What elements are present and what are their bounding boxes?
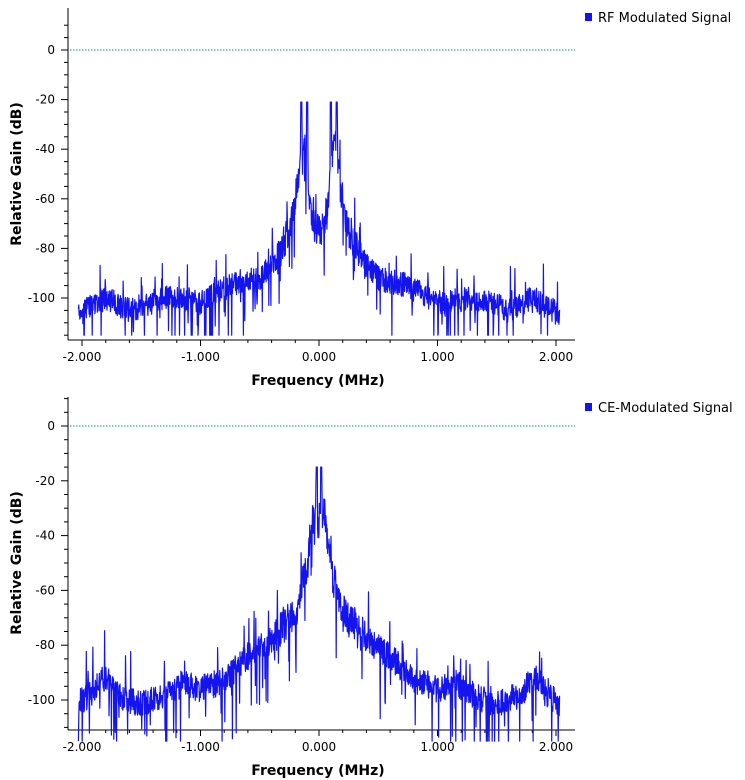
y-tick-label: -60 <box>35 583 55 597</box>
x-tick-label: 1.000 <box>420 740 454 754</box>
y-tick-label: -60 <box>35 192 55 206</box>
spectrum-trace <box>77 101 561 336</box>
y-tick-label: -80 <box>35 241 55 255</box>
legend-swatch <box>585 13 592 21</box>
y-tick-label: -100 <box>28 291 55 305</box>
y-tick-label: 0 <box>47 419 55 433</box>
y-tick-label: -80 <box>35 638 55 652</box>
y-tick-label: -40 <box>35 529 55 543</box>
x-tick-label: 1.000 <box>420 350 454 364</box>
y-axis-title: Relative Gain (dB) <box>9 491 25 635</box>
y-axis-title: Relative Gain (dB) <box>9 102 25 246</box>
x-axis-title: Frequency (MHz) <box>251 763 384 779</box>
panel-ce-spectrum: 0 -20 -40 -60 -80 -100 -2.000 -1.000 0.000 1.000… <box>9 397 733 779</box>
x-tick-label: 0.000 <box>302 350 336 364</box>
legend-label: RF Modulated Signal <box>598 11 731 26</box>
x-tick-label: -2.000 <box>63 350 102 364</box>
x-tick-label: -1.000 <box>181 350 220 364</box>
x-tick-label: 2.000 <box>539 350 573 364</box>
y-tick-label: -100 <box>28 693 55 707</box>
spectrum-trace <box>77 466 561 742</box>
x-axis-title: Frequency (MHz) <box>251 373 384 389</box>
legend-swatch <box>585 403 592 411</box>
legend-label: CE-Modulated Signal <box>598 401 733 416</box>
y-tick-label: -20 <box>35 474 55 488</box>
x-tick-label: 0.000 <box>302 740 336 754</box>
y-tick-label: -40 <box>35 142 55 156</box>
x-tick-label: -1.000 <box>181 740 220 754</box>
y-tick-label: 0 <box>47 43 55 57</box>
panel-rf-spectrum: 0 -20 -40 -60 -80 -100 -2.000 -1.000 0.000 1.000… <box>9 8 731 389</box>
x-tick-label: 2.000 <box>539 740 573 754</box>
y-tick-label: -20 <box>35 93 55 107</box>
x-tick-label: -2.000 <box>63 740 102 754</box>
